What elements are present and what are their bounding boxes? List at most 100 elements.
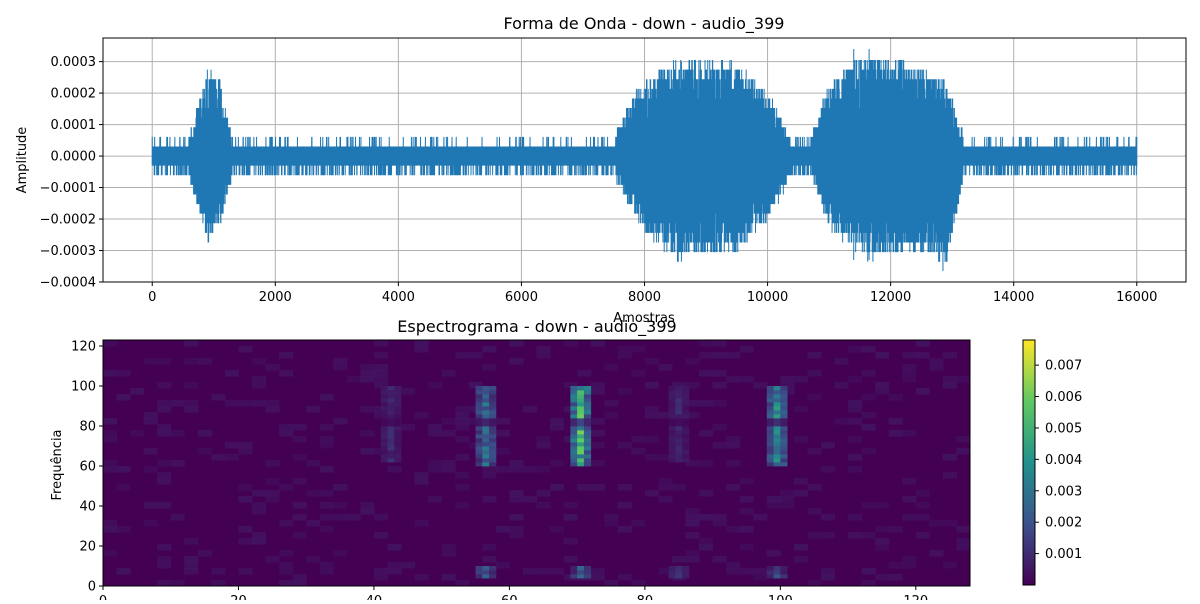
spectrogram-noise-cell [360,508,375,515]
spectrogram-noise-cell [509,532,524,539]
spectrogram-noise-cell [143,448,158,455]
spectrogram-cell [475,398,483,403]
spectrogram-cell [482,430,490,435]
spectrogram-noise-cell [604,400,619,407]
spectrogram-noise-cell [617,484,632,491]
spectrogram-cell [394,422,402,427]
spectrogram-noise-cell [861,502,876,509]
spectrogram-cell [675,390,683,395]
spectrogram-x-tick-label: 40 [366,594,383,600]
spectrogram-noise-cell [509,358,524,365]
spectrogram-noise-cell [509,460,524,467]
spectrogram-noise-cell [590,430,605,437]
spectrogram-noise-cell [143,502,158,509]
spectrogram-noise-cell [807,352,822,359]
spectrogram-noise-cell [536,346,551,353]
spectrogram-noise-cell [292,514,307,521]
spectrogram-y-tick-label: 20 [79,540,96,555]
spectrogram-noise-cell [333,502,348,509]
spectrogram-noise-cell [550,418,565,425]
spectrogram-x-tick-label: 60 [501,594,518,600]
spectrogram-noise-cell [333,364,348,371]
spectrogram-cell [773,446,781,451]
spectrogram-cell [475,446,483,451]
spectrogram-noise-cell [116,568,131,575]
spectrogram-noise-cell [387,568,402,575]
spectrogram-noise-cell [766,502,781,509]
spectrogram-noise-cell [103,370,118,377]
spectrogram-noise-cell [455,352,470,359]
spectrogram-noise-cell [875,526,890,533]
spectrogram-noise-cell [360,448,375,455]
spectrogram-cell [577,418,585,423]
spectrogram-noise-cell [157,472,172,479]
spectrogram-cell [489,402,497,407]
spectrogram-noise-cell [590,484,605,491]
spectrogram-noise-cell [319,436,334,443]
spectrogram-cell [773,430,781,435]
spectrogram-noise-cell [170,580,185,586]
spectrogram-noise-cell [631,520,646,527]
spectrogram-cell [766,438,774,443]
spectrogram-cell [766,450,774,455]
spectrogram-noise-cell [360,502,375,509]
spectrogram-noise-cell [807,394,822,401]
spectrogram-cell [475,566,483,571]
spectrogram-noise-cell [455,580,470,586]
waveform-y-ticks: −0.0004 −0.0003 −0.0002 −0.0001 0.0000 0.0001… [40,55,103,291]
spectrogram-noise-cell [414,340,429,347]
colorbar-tick-label: 0.005 [1045,421,1082,436]
spectrogram-noise-cell [252,508,267,515]
spectrogram-noise-cell [455,484,470,491]
spectrogram-noise-cell [373,340,388,347]
spectrogram-noise-cell [279,424,294,431]
spectrogram-cell [489,398,497,403]
spectrogram-noise-cell [482,556,497,563]
spectrogram-cell [668,426,676,431]
spectrogram-noise-cell [685,508,700,515]
colorbar-gradient [1022,339,1036,586]
spectrogram-noise-cell [942,382,957,389]
spectrogram-noise-cell [820,466,836,473]
spectrogram-noise-cell [116,370,131,377]
spectrogram-noise-cell [441,418,456,425]
spectrogram-noise-cell [875,538,890,545]
spectrogram-noise-cell [753,568,768,575]
spectrogram-noise-cell [103,520,118,527]
spectrogram-title: Espectrograma - down - audio_399 [397,317,676,337]
spectrogram-noise-cell [848,454,863,461]
spectrogram-noise-cell [401,388,416,395]
spectrogram-cell [766,574,774,579]
spectrogram-noise-cell [739,526,754,533]
spectrogram-noise-cell [373,514,388,521]
spectrogram-noise-cell [211,580,226,586]
spectrogram-noise-cell [103,466,118,473]
spectrogram-cell [766,566,774,571]
spectrogram-cell [577,442,585,447]
spectrogram-y-tick-label: 80 [79,420,96,435]
spectrogram-noise-cell [292,532,307,539]
spectrogram-noise-cell [279,370,294,377]
spectrogram-cell [682,458,690,463]
colorbar-tick-label: 0.006 [1045,390,1082,405]
spectrogram-cell [387,410,395,415]
spectrogram-noise-cell [441,550,456,557]
spectrogram-cell [489,426,497,431]
spectrogram-noise-cell [902,370,917,377]
spectrogram-noise-cell [780,496,795,503]
spectrogram-cell [682,454,690,459]
spectrogram-cell [380,406,388,411]
spectrogram-cell [682,390,690,395]
spectrogram-cell [387,386,395,391]
spectrogram-noise-cell [536,502,551,509]
spectrogram-cell [387,442,395,447]
spectrogram-noise-cell [956,538,970,545]
spectrogram-noise-cell [888,430,903,437]
waveform-x-ticks: 0 2000 4000 6000 8000 10000 12000 14000 16000 [148,282,1157,305]
spectrogram-cell [570,446,578,451]
spectrogram-cell [668,574,676,579]
spectrogram-cell [668,446,676,451]
spectrogram-noise-cell [712,340,727,347]
spectrogram-cell [682,414,690,419]
spectrogram-noise-cell [157,430,172,437]
